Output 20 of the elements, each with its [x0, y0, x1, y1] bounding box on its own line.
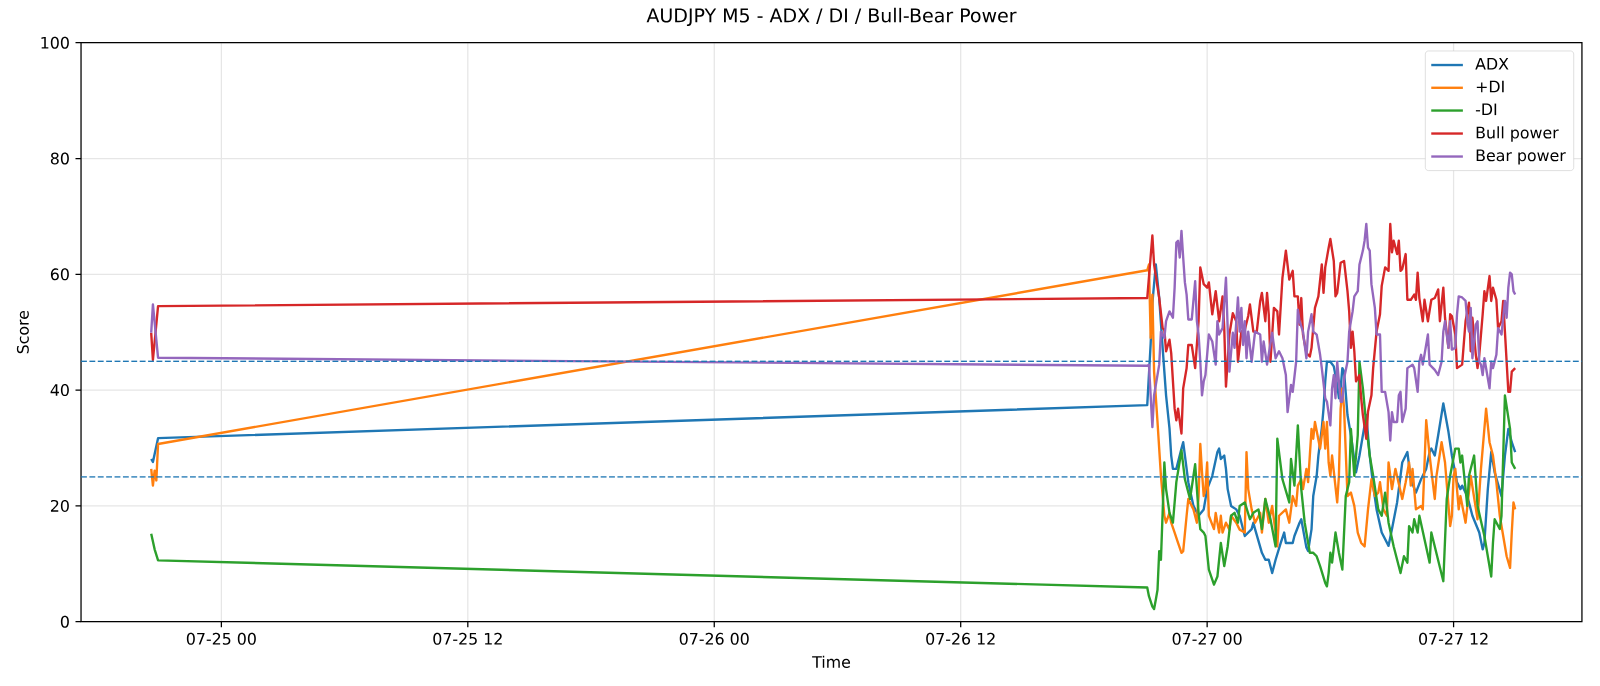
legend-label: Bear power [1476, 149, 1566, 165]
legend-label: +DI [1476, 80, 1504, 93]
x-tick-label: 07-26 12 [926, 632, 995, 645]
y-axis-title: Score [16, 311, 29, 354]
legend-label: Bull power [1476, 126, 1559, 142]
x-tick-label: 07-25 12 [433, 632, 502, 645]
x-tick-label: 07-25 00 [186, 632, 256, 645]
y-tick-label: 100 [41, 36, 69, 49]
chart-title: AUDJPY M5 - ADX / DI / Bull-Bear Power [646, 8, 1017, 27]
legend-label: -DI [1475, 103, 1497, 116]
y-tick-label: 40 [50, 384, 69, 397]
x-axis-title: Time [812, 655, 851, 669]
x-tick-label: 07-27 00 [1172, 632, 1242, 645]
legend-label: ADX [1475, 58, 1509, 70]
x-tick-label: 07-27 12 [1419, 632, 1488, 645]
y-tick-label: 80 [50, 152, 69, 165]
y-tick-label: 60 [50, 268, 69, 281]
x-tick-label: 07-26 00 [679, 632, 749, 645]
y-tick-label: 0 [60, 615, 69, 628]
y-tick-label: 20 [50, 500, 69, 513]
